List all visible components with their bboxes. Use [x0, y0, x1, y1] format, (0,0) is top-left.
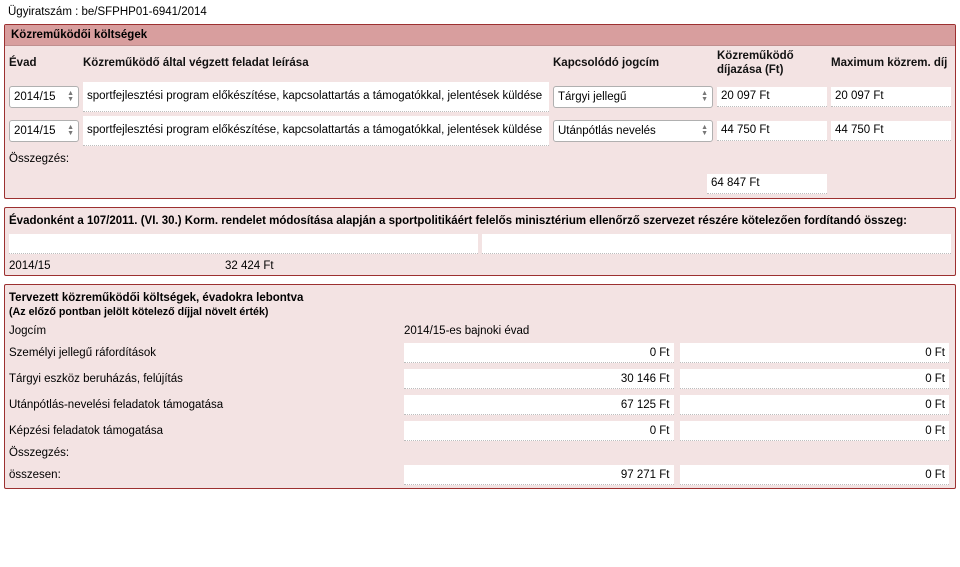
table-row: 2014/15 ▲▼ sportfejlesztési program elők… [5, 114, 955, 148]
panel3-title1: Tervezett közreműködői költségek, évadok… [9, 292, 303, 304]
due-field[interactable]: 20 097 Ft [717, 87, 827, 107]
row-label: Utánpótlás-nevelési feladatok támogatása [5, 392, 404, 418]
panel1-sum-label-row: Összegzés: [5, 148, 955, 172]
panel3-headrow: Jogcím 2014/15-es bajnoki évad [5, 322, 955, 340]
stepper-icon: ▲▼ [67, 91, 74, 103]
panel3-title: Tervezett közreműködői költségek, évadok… [5, 285, 955, 323]
val1: 30 146 Ft [404, 369, 674, 389]
panel3-title2: (Az előző pontban jelölt kötelező díjjal… [9, 306, 269, 318]
panel-kozremukodoi-koltsegek: Közreműködői költségek Évad Közreműködő … [4, 24, 956, 199]
jogcim-select[interactable]: Utánpótlás nevelés ▲▼ [553, 120, 713, 142]
sum-label: Összegzés: [5, 444, 404, 462]
season-stepper[interactable]: 2014/15 ▲▼ [9, 120, 79, 142]
stepper-icon: ▲▼ [67, 125, 74, 137]
val2: 0 Ft [680, 369, 950, 389]
blank-field[interactable] [9, 234, 478, 254]
max-field: 20 097 Ft [831, 87, 951, 107]
col-jogcim: Kapcsolódó jogcím [553, 50, 713, 78]
blank-field[interactable] [482, 234, 951, 254]
case-number: be/SFPHP01-6941/2014 [82, 6, 207, 18]
tot2: 0 Ft [680, 465, 950, 485]
panel1-header: Közreműködői költségek [5, 25, 955, 46]
desc-field[interactable]: sportfejlesztési program előkészítése, k… [83, 116, 549, 146]
total-label: összesen: [5, 462, 404, 488]
season-stepper[interactable]: 2014/15 ▲▼ [9, 86, 79, 108]
table-row: Személyi jellegű ráfordítások 0 Ft 0 Ft [5, 340, 955, 366]
jogcim-value: Utánpótlás nevelés [558, 125, 656, 137]
row-label: Tárgyi eszköz beruházás, felújítás [5, 366, 404, 392]
table-row: 2014/15 ▲▼ sportfejlesztési program elők… [5, 80, 955, 114]
table-row: Képzési feladatok támogatása 0 Ft 0 Ft [5, 418, 955, 444]
sum-value: 64 847 Ft [707, 174, 827, 194]
col-maxdij: Maximum közrem. díj [831, 50, 951, 78]
season-value: 2014/15 [14, 125, 56, 137]
val1: 0 Ft [404, 343, 674, 363]
stepper-icon: ▲▼ [701, 125, 708, 137]
case-number-line: Ügyiratszám : be/SFPHP01-6941/2014 [4, 4, 956, 24]
jogcim-select[interactable]: Tárgyi jellegű ▲▼ [553, 86, 713, 108]
panel2-blank-row [5, 231, 955, 257]
table-row: Utánpótlás-nevelési feladatok támogatása… [5, 392, 955, 418]
panel1-sum-row: 64 847 Ft [5, 172, 955, 198]
col-season: Évad [9, 50, 79, 78]
stepper-icon: ▲▼ [701, 91, 708, 103]
col-evad: 2014/15-es bajnoki évad [404, 322, 955, 340]
panel2-year: 2014/15 [9, 260, 209, 272]
desc-field[interactable]: sportfejlesztési program előkészítése, k… [83, 82, 549, 112]
col-dijazasa: Közreműködő díjazása (Ft) [717, 50, 827, 78]
panel3-table: Jogcím 2014/15-es bajnoki évad Személyi … [5, 322, 955, 488]
panel1-col-headers: Évad Közreműködő által végzett feladat l… [5, 46, 955, 80]
panel-tervezett-koltsegek: Tervezett közreműködői költségek, évadok… [4, 284, 956, 490]
due-field[interactable]: 44 750 Ft [717, 121, 827, 141]
jogcim-value: Tárgyi jellegű [558, 91, 626, 103]
total-row: összesen: 97 271 Ft 0 Ft [5, 462, 955, 488]
col-jogcim: Jogcím [5, 322, 404, 340]
val2: 0 Ft [680, 421, 950, 441]
row-label: Képzési feladatok támogatása [5, 418, 404, 444]
max-field: 44 750 Ft [831, 121, 951, 141]
val1: 67 125 Ft [404, 395, 674, 415]
val2: 0 Ft [680, 343, 950, 363]
season-value: 2014/15 [14, 91, 56, 103]
val2: 0 Ft [680, 395, 950, 415]
row-label: Személyi jellegű ráfordítások [5, 340, 404, 366]
table-row: Tárgyi eszköz beruházás, felújítás 30 14… [5, 366, 955, 392]
val1: 0 Ft [404, 421, 674, 441]
case-label: Ügyiratszám : [8, 6, 78, 18]
panel-kotelezo-osszeg: Évadonként a 107/2011. (VI. 30.) Korm. r… [4, 207, 956, 276]
col-desc: Közreműködő által végzett feladat leírás… [83, 50, 549, 78]
panel2-year-line: 2014/15 32 424 Ft [5, 257, 955, 275]
panel2-amount: 32 424 Ft [225, 260, 274, 272]
sum-label: Összegzés: [9, 150, 69, 168]
tot1: 97 271 Ft [404, 465, 674, 485]
panel2-text: Évadonként a 107/2011. (VI. 30.) Korm. r… [5, 208, 955, 231]
sum-label-row: Összegzés: [5, 444, 955, 462]
